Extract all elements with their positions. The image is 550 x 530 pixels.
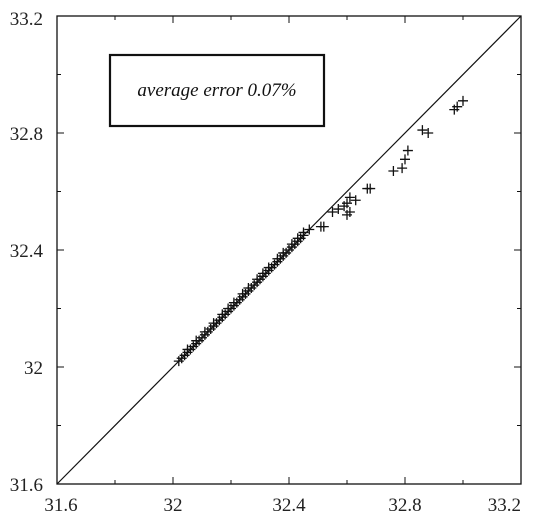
data-point-plus xyxy=(388,166,399,177)
data-point-plus xyxy=(327,206,338,217)
data-point-plus xyxy=(344,192,355,203)
data-point-plus xyxy=(182,344,193,355)
data-point-plus xyxy=(278,247,289,258)
x-tick-label: 33.2 xyxy=(488,495,521,516)
data-points xyxy=(173,95,468,367)
data-point-plus xyxy=(400,154,410,165)
data-point-plus xyxy=(344,206,355,217)
data-point-plus xyxy=(243,283,254,294)
y-tick-label: 32 xyxy=(24,358,43,379)
data-point-plus xyxy=(402,145,413,156)
data-point-plus xyxy=(298,227,309,238)
x-tick-label: 32.4 xyxy=(272,495,306,516)
data-point-plus xyxy=(191,335,202,346)
data-point-plus xyxy=(365,183,376,194)
data-point-plus xyxy=(292,233,303,244)
data-point-plus xyxy=(350,195,361,206)
data-point-plus xyxy=(397,163,408,174)
y-tick-label: 32.4 xyxy=(10,241,44,262)
y-tick-label: 32.8 xyxy=(10,124,43,145)
data-point-plus xyxy=(208,318,219,329)
annotation-frame xyxy=(108,53,326,128)
data-point-plus xyxy=(417,125,428,136)
data-point-plus xyxy=(342,198,352,209)
data-point-plus xyxy=(257,268,268,279)
data-point-plus xyxy=(272,253,283,264)
data-point-plus xyxy=(423,128,434,138)
data-point-plus xyxy=(228,297,239,308)
x-tick-label: 32.8 xyxy=(388,495,421,516)
data-point-plus xyxy=(458,95,468,106)
data-point-plus xyxy=(452,101,463,112)
data-point-plus xyxy=(223,303,234,314)
data-point-plus xyxy=(333,204,344,215)
data-point-plus xyxy=(199,326,210,337)
data-point-plus xyxy=(263,262,274,273)
data-point-plus xyxy=(304,224,315,235)
data-point-plus xyxy=(252,274,263,285)
x-tick-label: 31.6 xyxy=(44,495,77,516)
data-point-plus xyxy=(286,239,297,250)
x-tick-label: 32 xyxy=(164,495,183,516)
y-tick-label: 31.6 xyxy=(10,475,43,496)
data-point-plus xyxy=(237,288,248,299)
data-point-plus xyxy=(318,221,329,232)
annotation-text: average error 0.07% xyxy=(137,80,296,101)
data-point-plus xyxy=(217,309,228,320)
y-tick-label: 33.2 xyxy=(10,9,43,30)
annotation-box: average error 0.07% xyxy=(108,53,326,128)
axis-ticks: 31.6 32 32.4 32.8 33.2 31.6 32 32.4 32.8 33.2 xyxy=(10,9,522,516)
